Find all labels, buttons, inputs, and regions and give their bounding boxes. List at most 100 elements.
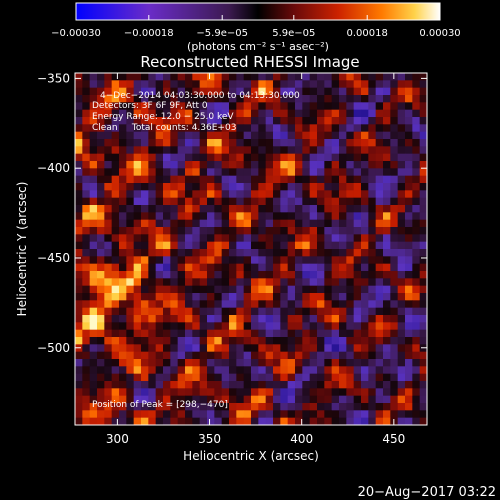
heatmap-cell [361, 73, 369, 81]
heatmap-cell [126, 249, 135, 257]
heatmap-cell [419, 227, 428, 235]
heatmap-cell [192, 197, 201, 206]
heatmap-cell [265, 175, 274, 184]
heatmap-cell [390, 117, 399, 125]
heatmap-cell [265, 307, 274, 316]
heatmap-cell [104, 307, 113, 316]
heatmap-cell [309, 300, 318, 309]
heatmap-cell [243, 417, 252, 426]
heatmap-cell [273, 381, 281, 389]
heatmap-cell [397, 322, 406, 331]
heatmap-cell [177, 241, 186, 250]
heatmap-cell [111, 161, 120, 169]
heatmap-cell [207, 190, 215, 199]
heatmap-cell [353, 249, 362, 257]
heatmap-cell [368, 80, 377, 89]
heatmap-cell [280, 315, 289, 323]
heatmap-cell [192, 117, 201, 125]
heatmap-cell [236, 153, 245, 162]
heatmap-cell [229, 278, 237, 287]
heatmap-cell [119, 95, 127, 103]
heatmap-cell [353, 139, 362, 147]
heatmap-cell [133, 388, 142, 397]
heatmap-cell [251, 197, 259, 206]
heatmap-cell [111, 417, 120, 426]
heatmap-cell [207, 102, 215, 111]
heatmap-cell [361, 161, 369, 169]
heatmap-cell [148, 219, 157, 228]
heatmap-cell [339, 388, 347, 397]
heatmap-cell [243, 293, 252, 301]
heatmap-cell [155, 161, 164, 169]
heatmap-cell [324, 256, 333, 265]
heatmap-cell [419, 337, 428, 345]
heatmap-cell [331, 109, 340, 118]
heatmap-cell [148, 212, 157, 221]
heatmap-cell [82, 410, 91, 419]
heatmap-cell [368, 322, 377, 331]
heatmap-cell [346, 285, 355, 294]
heatmap-cell [75, 227, 83, 235]
heatmap-cell [97, 300, 105, 309]
heatmap-cell [243, 227, 252, 235]
heatmap-cell [405, 359, 413, 367]
heatmap-cell [331, 241, 340, 250]
heatmap-cell [199, 329, 208, 338]
heatmap-cell [170, 102, 179, 111]
heatmap-cell [405, 344, 413, 353]
heatmap-cell [192, 87, 201, 96]
heatmap-cell [104, 300, 113, 309]
heatmap-cell [419, 131, 428, 140]
heatmap-cell [82, 109, 91, 118]
heatmap-cell [177, 315, 186, 323]
heatmap-cell [390, 337, 399, 345]
heatmap-cell [419, 403, 428, 411]
heatmap-cell [383, 168, 391, 177]
heatmap-cell [302, 263, 311, 272]
heatmap-cell [397, 219, 406, 228]
heatmap-cell [397, 161, 406, 169]
heatmap-cell [163, 300, 171, 309]
heatmap-cell [126, 161, 135, 169]
heatmap-cell [199, 219, 208, 228]
heatmap-cell [339, 263, 347, 272]
heatmap-cell [126, 293, 135, 301]
heatmap-cell [221, 417, 230, 426]
heatmap-cell [97, 351, 105, 360]
heatmap-cell [199, 359, 208, 367]
heatmap-cell [126, 263, 135, 272]
heatmap-cell [141, 285, 149, 294]
heatmap-cell [126, 388, 135, 397]
heatmap-cell [148, 249, 157, 257]
heatmap-cell [148, 183, 157, 191]
heatmap-cell [155, 351, 164, 360]
heatmap-cell [251, 102, 259, 111]
heatmap-cell [383, 219, 391, 228]
heatmap-cell [302, 87, 311, 96]
heatmap-cell [368, 227, 377, 235]
heatmap-cell [346, 219, 355, 228]
heatmap-cell [375, 234, 384, 243]
heatmap-cell [383, 395, 391, 404]
heatmap-cell [141, 351, 149, 360]
heatmap-cell [119, 403, 127, 411]
heatmap-cell [317, 278, 325, 287]
heatmap-cell [104, 249, 113, 257]
heatmap-cell [119, 168, 127, 177]
heatmap-cell [265, 197, 274, 206]
heatmap-cell [170, 300, 179, 309]
heatmap-cell [82, 80, 91, 89]
heatmap-cell [361, 278, 369, 287]
heatmap-cell [295, 315, 303, 323]
heatmap-cell [243, 183, 252, 191]
heatmap-cell [155, 234, 164, 243]
heatmap-cell [258, 190, 267, 199]
heatmap-cell [89, 300, 98, 309]
heatmap-cell [104, 285, 113, 294]
heatmap-cell [141, 256, 149, 265]
heatmap-cell [258, 102, 267, 111]
heatmap-cell [295, 168, 303, 177]
heatmap-cell [170, 417, 179, 426]
heatmap-cell [317, 183, 325, 191]
heatmap-cell [405, 153, 413, 162]
